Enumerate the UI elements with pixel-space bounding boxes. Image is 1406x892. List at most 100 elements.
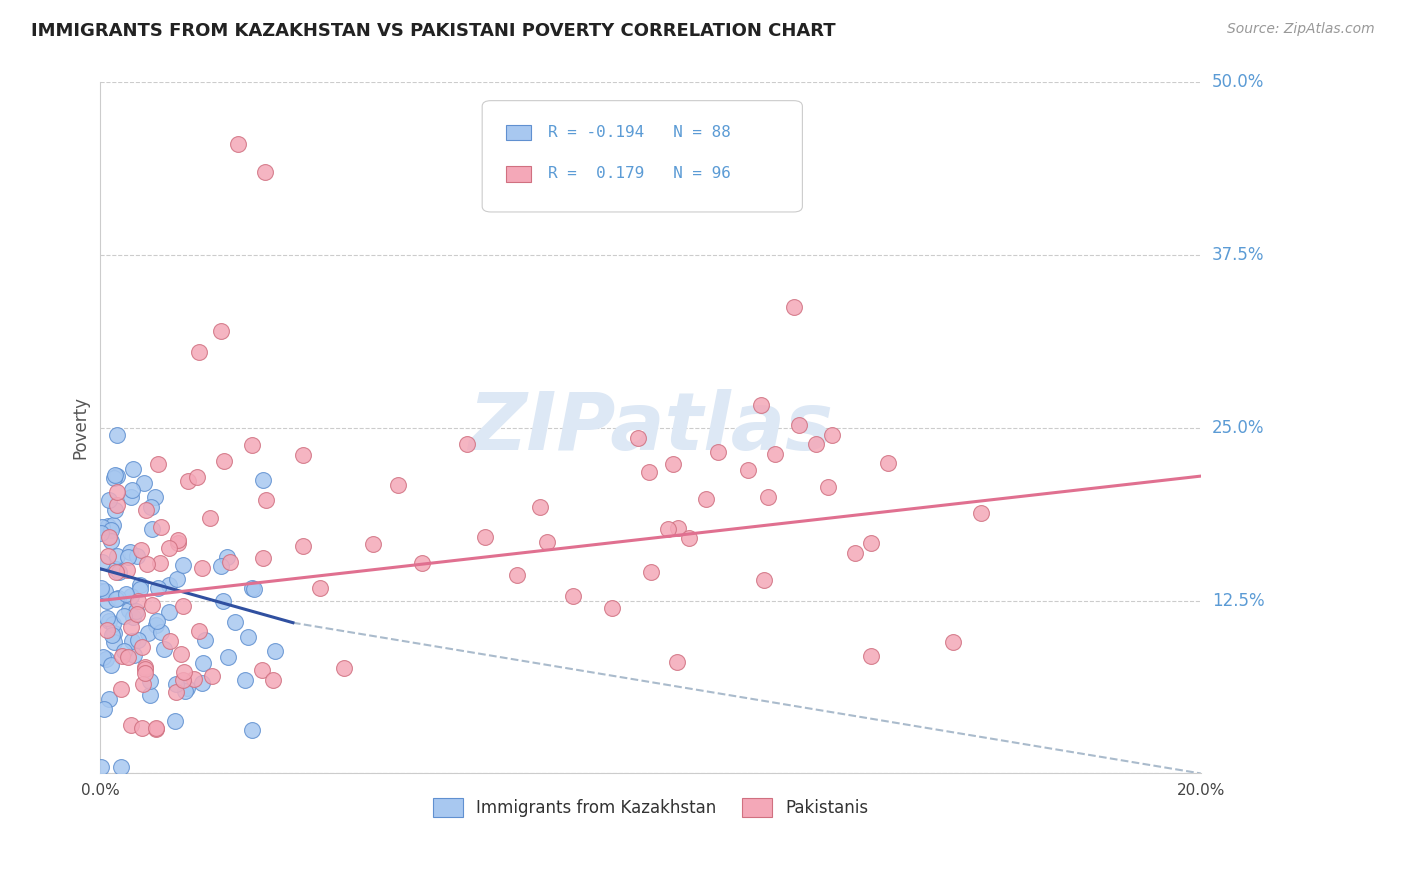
Point — [111, 648, 134, 663]
Point — [134, 666, 156, 681]
Point — [93, 701, 115, 715]
Point — [122, 462, 145, 476]
Point — [188, 624, 211, 638]
Point — [662, 458, 685, 472]
Point — [125, 607, 148, 622]
Point — [135, 557, 157, 571]
Point — [105, 469, 128, 483]
Point — [105, 565, 128, 579]
Point — [94, 584, 117, 599]
Point — [107, 565, 129, 579]
Point — [150, 625, 173, 640]
Point — [145, 617, 167, 632]
Point — [183, 672, 205, 686]
Point — [254, 165, 277, 179]
Point — [165, 714, 187, 728]
Point — [804, 437, 827, 451]
Point — [292, 448, 315, 462]
Point — [105, 484, 128, 499]
Point — [127, 633, 149, 648]
Point — [90, 759, 112, 773]
Point — [172, 558, 194, 572]
Point — [121, 633, 143, 648]
Point — [127, 594, 149, 608]
Point — [172, 673, 194, 687]
Point — [224, 615, 246, 629]
Text: ZIPatlas: ZIPatlas — [468, 389, 832, 467]
Point — [100, 523, 122, 537]
Point — [166, 684, 188, 698]
Point — [309, 581, 332, 595]
Point — [152, 642, 174, 657]
Point — [600, 601, 623, 615]
Point — [529, 500, 551, 515]
Point — [117, 649, 139, 664]
Point — [131, 640, 153, 655]
Point — [787, 418, 810, 433]
Point — [100, 628, 122, 642]
Point — [120, 491, 142, 505]
Point — [104, 503, 127, 517]
Point — [125, 604, 148, 618]
Point — [695, 491, 717, 506]
Point — [859, 648, 882, 663]
Point — [90, 520, 112, 534]
Point — [134, 660, 156, 674]
Point — [217, 550, 239, 565]
Point — [97, 492, 120, 507]
Point — [252, 663, 274, 677]
Point — [783, 300, 806, 314]
Point — [666, 655, 689, 669]
Point — [117, 563, 139, 577]
Point — [159, 634, 181, 648]
Point — [201, 669, 224, 683]
Point — [136, 625, 159, 640]
Point — [105, 427, 128, 442]
Point — [125, 549, 148, 563]
Point — [145, 490, 167, 504]
Point — [105, 592, 128, 607]
Point — [105, 498, 128, 512]
Point — [254, 492, 277, 507]
Text: R =  0.179   N = 96: R = 0.179 N = 96 — [548, 167, 731, 181]
Point — [96, 549, 118, 564]
Point — [96, 623, 118, 637]
Point — [252, 473, 274, 487]
Point — [132, 676, 155, 690]
Point — [212, 594, 235, 608]
Point — [236, 630, 259, 644]
Point — [121, 483, 143, 497]
Point — [506, 567, 529, 582]
Point — [561, 589, 583, 603]
Point — [752, 573, 775, 587]
Point — [118, 603, 141, 617]
Point — [90, 525, 112, 540]
Point — [217, 649, 239, 664]
Point — [844, 545, 866, 559]
Point — [859, 536, 882, 550]
Text: 37.5%: 37.5% — [1212, 246, 1264, 264]
Point — [107, 591, 129, 605]
Point — [194, 632, 217, 647]
Point — [104, 468, 127, 483]
Point — [120, 545, 142, 559]
Point — [627, 431, 650, 445]
Text: 25.0%: 25.0% — [1212, 418, 1264, 437]
Point — [186, 469, 208, 483]
Point — [678, 531, 700, 545]
Point — [877, 456, 900, 470]
Point — [96, 593, 118, 607]
Point — [120, 590, 142, 604]
Point — [90, 584, 112, 599]
Point — [969, 506, 991, 520]
Point — [165, 676, 187, 690]
Point — [240, 438, 263, 452]
Point — [141, 599, 163, 613]
Point — [97, 614, 120, 628]
Point — [129, 543, 152, 558]
Point — [411, 556, 433, 570]
Point — [157, 578, 180, 592]
Point — [157, 605, 180, 619]
Text: IMMIGRANTS FROM KAZAKHSTAN VS PAKISTANI POVERTY CORRELATION CHART: IMMIGRANTS FROM KAZAKHSTAN VS PAKISTANI … — [31, 22, 835, 40]
Point — [169, 648, 191, 662]
